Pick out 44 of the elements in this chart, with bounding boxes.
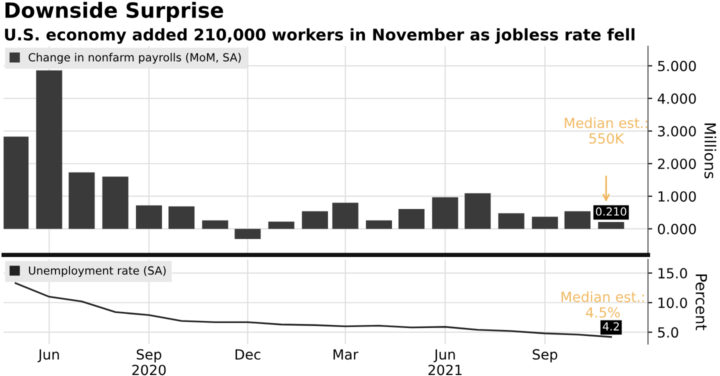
bar [598, 222, 624, 229]
y-tick-label: 4.000 [658, 93, 696, 104]
x-tick-label: Mar [334, 349, 358, 360]
y-tick-label: 3.000 [658, 126, 696, 136]
y-tick-label: 1.000 [658, 191, 696, 202]
x-tick-label: Dec [236, 349, 260, 360]
bar [532, 216, 558, 229]
y-tick-label: 10.0 [658, 298, 688, 308]
y-tick-label: 0.000 [658, 224, 696, 234]
bar [398, 208, 425, 229]
bar [432, 197, 458, 229]
bar [168, 206, 195, 229]
bar [68, 172, 95, 229]
bar [268, 222, 294, 229]
x-tick-label: Sep 2020 [132, 349, 166, 376]
bar [36, 70, 62, 229]
y-axis-title: Millions [704, 124, 716, 178]
bar [498, 213, 524, 229]
bar [102, 176, 128, 229]
bar [332, 202, 358, 229]
bar [4, 136, 29, 229]
y-axis-title: Percent [696, 274, 707, 330]
annotation: Median est.: 4.5% [562, 291, 644, 318]
legend-label: Unemployment rate (SA) [29, 266, 166, 277]
y-tick-label: 5.000 [658, 60, 696, 72]
y-tick-label: 5.0 [658, 327, 678, 338]
bar [202, 220, 228, 229]
bar [136, 205, 162, 229]
legend-label: Change in nonfarm payrolls (MoM, SA) [28, 52, 241, 64]
bar [564, 211, 591, 229]
y-tick-label: 2.000 [658, 158, 696, 170]
bar [366, 220, 392, 229]
chart-subtitle: U.S. economy added 210,000 workers in November as jobless rate fell [5, 28, 634, 44]
x-tick-label: Jun [38, 349, 59, 362]
y-tick-label: 15.0 [658, 268, 688, 279]
x-tick-label: Jun 2021 [428, 349, 462, 376]
data-label: 0.210 [596, 207, 626, 216]
bar [302, 211, 328, 229]
bar [464, 193, 491, 229]
x-tick-label: Sep [532, 349, 558, 362]
annotation: Median est.: 550K [564, 117, 648, 144]
data-label: 4.2 [602, 322, 619, 330]
chart-title: Downside Surprise [6, 2, 224, 22]
bar [234, 228, 261, 239]
